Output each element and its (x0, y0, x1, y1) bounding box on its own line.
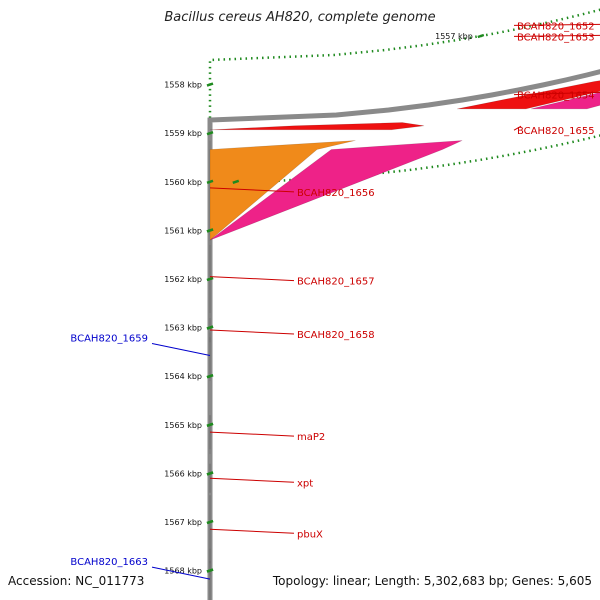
ruler-tick-right (232, 179, 240, 184)
ruler-tick-left (206, 131, 214, 136)
tick-label: 1557 kbp (435, 32, 473, 41)
genome-summary: Topology: linear; Length: 5,302,683 bp; … (272, 574, 592, 588)
ruler-tick-left (206, 179, 214, 184)
gene-label-bcah820_1655[interactable]: BCAH820_1655 (517, 126, 595, 137)
bcah820_1655-gene-arrow[interactable] (209, 122, 425, 131)
ruler-tick-right (206, 568, 214, 573)
ruler-tick-right (206, 374, 214, 379)
tick-label: 1564 kbp (164, 372, 202, 381)
gene-label-pbux[interactable]: pbuX (297, 529, 323, 540)
genome-title: Bacillus cereus AH820, complete genome (164, 10, 436, 25)
genome-backbone (207, 69, 600, 600)
ruler-tick-right (206, 325, 214, 330)
tick-label: 1563 kbp (164, 324, 202, 333)
gene-label-bcah820_1658[interactable]: BCAH820_1658 (297, 330, 375, 341)
tick-label: 1567 kbp (164, 518, 202, 527)
tick-label: 1566 kbp (164, 469, 202, 478)
ruler-tick-right (206, 422, 214, 427)
tick-label: 1559 kbp (164, 129, 202, 138)
ruler-ticks: 1557 kbp 1558 kbp 1559 kbp 1560 kbp 1561 kbp… (164, 32, 485, 576)
tick-label: 1568 kbp (164, 567, 202, 576)
gene-label-bcah820_1656[interactable]: BCAH820_1656 (297, 188, 375, 199)
tick-label: 1558 kbp (164, 81, 202, 90)
feature-gene-arrow[interactable] (530, 73, 600, 110)
gene-label-bcah820_1659[interactable]: BCAH820_1659 (70, 334, 148, 345)
gene-label-map2[interactable]: maP2 (297, 432, 325, 443)
ruler-tick-right (206, 471, 214, 476)
tick-label: 1561 kbp (164, 226, 202, 235)
ruler-tick-right (206, 276, 214, 282)
ruler-tick-left (477, 33, 485, 39)
ruler-tick-left (206, 82, 214, 87)
ruler-tick-right (206, 228, 214, 233)
gene-label-xpt[interactable]: xpt (297, 478, 313, 489)
gene-label-bcah820_1652[interactable]: BCAH820_1652 (517, 21, 595, 32)
gene-label-bcah820_1657[interactable]: BCAH820_1657 (297, 277, 375, 288)
accession-text: Accession: NC_011773 (8, 574, 145, 588)
tick-label: 1565 kbp (164, 421, 202, 430)
gene-label-bcah820_1654[interactable]: BCAH820_1654 (517, 91, 595, 102)
gene-label-bcah820_1663[interactable]: BCAH820_1663 (70, 557, 148, 568)
tick-label: 1562 kbp (164, 275, 202, 284)
gene-label-bcah820_1653[interactable]: BCAH820_1653 (517, 32, 595, 43)
tick-label: 1560 kbp (164, 178, 202, 187)
ruler-tick-right (206, 519, 214, 525)
feature-gene-arrow[interactable] (209, 140, 463, 241)
